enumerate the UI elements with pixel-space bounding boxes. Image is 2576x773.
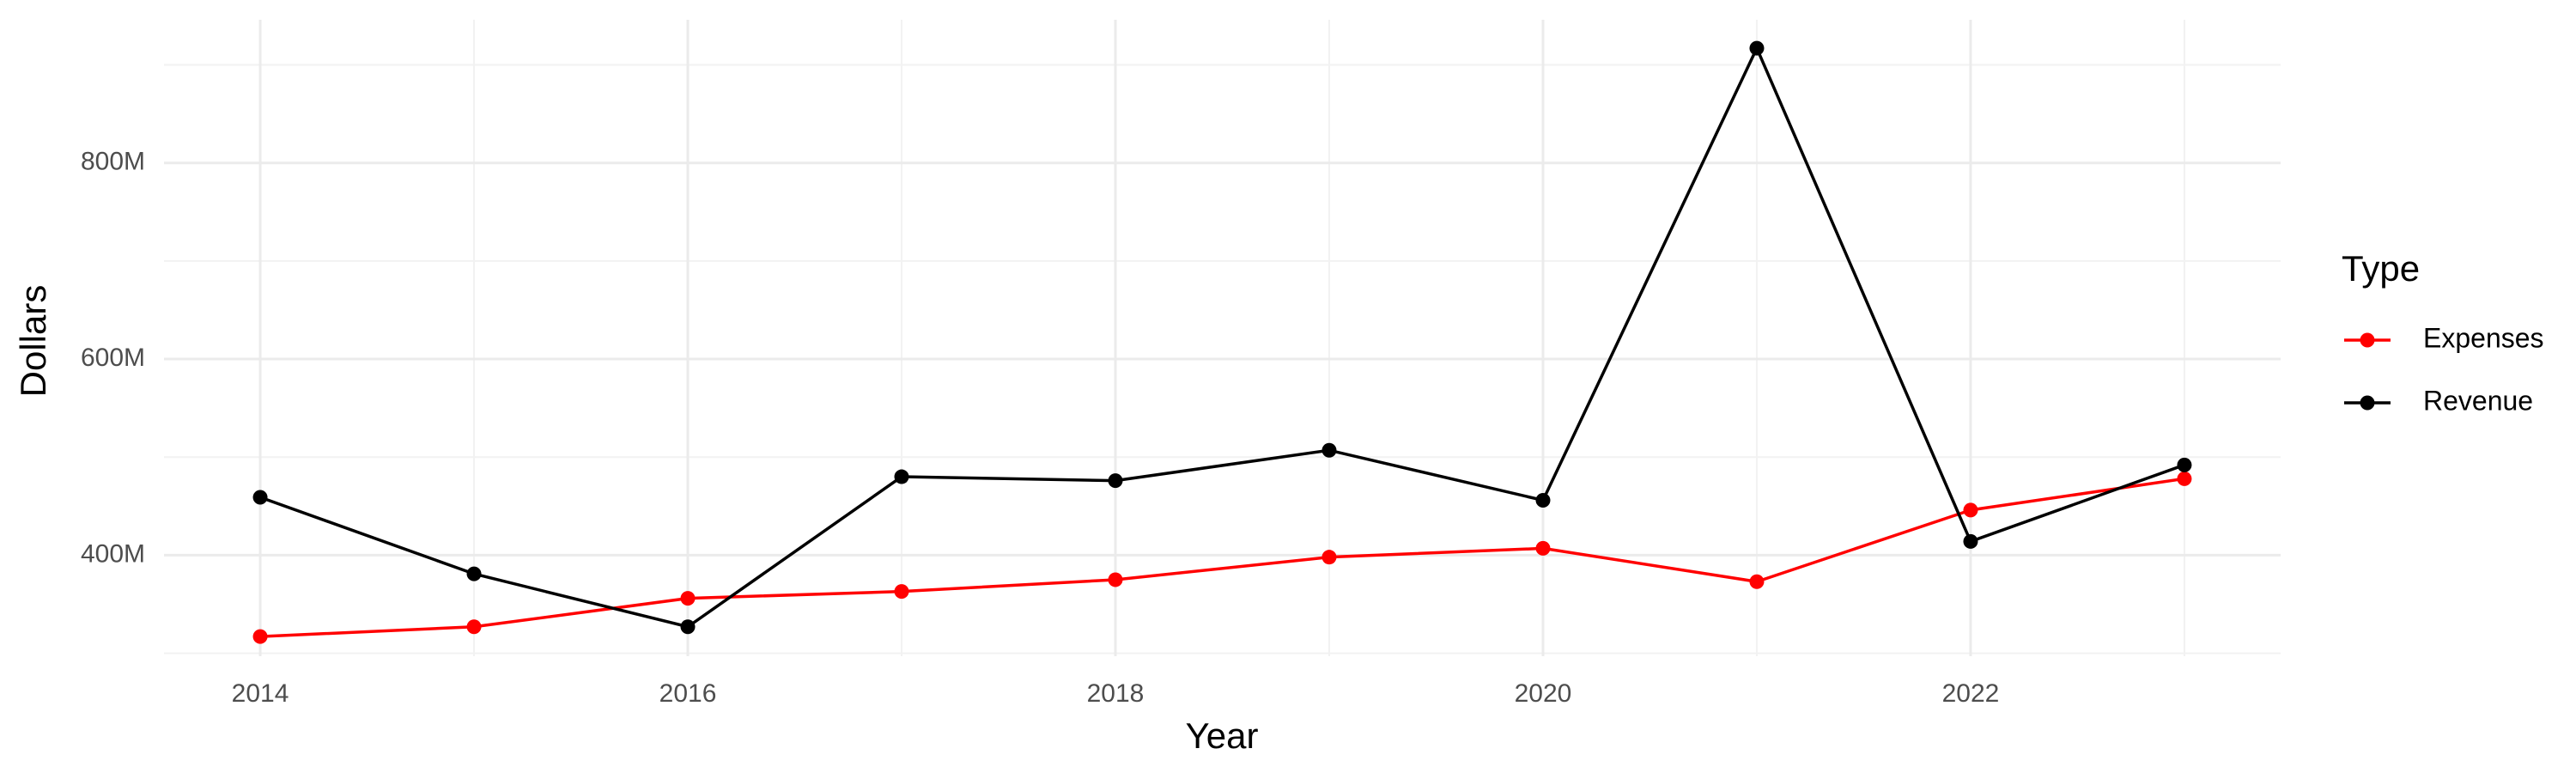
- data-point: [466, 566, 482, 581]
- legend-key-point: [2360, 395, 2375, 411]
- series-line: [259, 477, 2185, 638]
- data-point: [1321, 442, 1337, 458]
- legend-title: Type: [2342, 248, 2420, 289]
- data-point: [1963, 502, 1978, 518]
- data-point: [2177, 471, 2192, 486]
- data-point: [1749, 40, 1765, 56]
- y-axis-title: Dollars: [13, 285, 53, 398]
- data-point: [1108, 572, 1123, 587]
- legend-label: Expenses: [2423, 322, 2544, 353]
- legend-key-point: [2360, 332, 2375, 348]
- x-axis-title: Year: [1186, 715, 1259, 756]
- data-point: [1535, 540, 1551, 556]
- data-point: [2177, 457, 2192, 472]
- y-tick-label: 800M: [81, 148, 145, 176]
- x-tick-label: 2014: [232, 679, 289, 708]
- data-point: [1535, 492, 1551, 508]
- data-point: [1321, 550, 1337, 565]
- x-tick-label: 2016: [659, 679, 717, 708]
- x-tick-label: 2018: [1087, 679, 1145, 708]
- data-point: [680, 591, 696, 606]
- data-point: [1108, 473, 1123, 489]
- x-tick-label: 2022: [1942, 679, 2000, 708]
- data-point: [680, 619, 696, 635]
- y-tick-label: 400M: [81, 539, 145, 568]
- data-point: [466, 619, 482, 635]
- legend-label: Revenue: [2423, 385, 2533, 416]
- x-tick-label: 2020: [1515, 679, 1572, 708]
- series-line: [259, 44, 2185, 629]
- data-point: [252, 629, 268, 644]
- data-point: [894, 584, 909, 600]
- y-tick-label: 600M: [81, 344, 145, 372]
- data-point: [1749, 574, 1765, 589]
- data-point: [252, 490, 268, 505]
- data-point: [894, 469, 909, 484]
- data-point: [1963, 533, 1978, 549]
